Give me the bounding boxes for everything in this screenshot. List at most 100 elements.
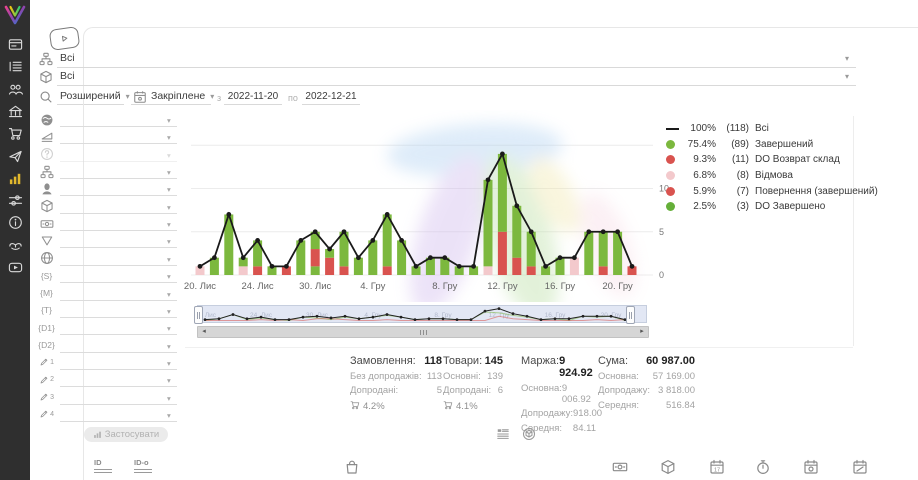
minimap-right-handle[interactable]	[626, 306, 635, 324]
filter-input-17[interactable]	[60, 420, 177, 422]
filter-input-8[interactable]	[60, 264, 177, 266]
minimap-left-handle[interactable]	[194, 306, 203, 324]
table-view-button[interactable]	[496, 427, 511, 442]
chevron-down-icon[interactable]: ▾	[167, 168, 171, 178]
scroll-right-arrow-icon[interactable]: ▸	[640, 328, 644, 335]
chevron-down-icon[interactable]: ▾	[167, 289, 171, 299]
chevron-down-icon[interactable]: ▾	[167, 133, 171, 143]
filter-input-10[interactable]	[60, 299, 177, 301]
products-view-button[interactable]	[522, 427, 537, 442]
filter-input-13[interactable]	[60, 351, 177, 353]
line-point	[456, 263, 462, 269]
legend-count: (11)	[731, 154, 749, 166]
bag-icon[interactable]	[344, 459, 361, 476]
chevron-down-icon[interactable]: ▾	[845, 54, 850, 63]
chevron-down-icon[interactable]: ▾	[167, 324, 171, 334]
filter-input-9[interactable]	[60, 282, 177, 284]
cube-icon[interactable]	[660, 459, 677, 476]
calendar-pencil-icon[interactable]	[852, 459, 869, 476]
calendar-17-icon[interactable]: 17	[709, 459, 726, 476]
chevron-down-icon[interactable]: ▾	[167, 220, 171, 230]
apply-filters-button[interactable]: Застосувати	[84, 427, 168, 442]
chevron-down-icon[interactable]: ▾	[167, 116, 171, 125]
chevron-down-icon[interactable]: ▾	[167, 202, 171, 212]
legend-item[interactable]: 5.9% (7) Повернення (завершений)	[666, 183, 878, 199]
chevron-down-icon[interactable]: ▾	[167, 376, 171, 386]
sidebar-item-company[interactable]	[0, 104, 30, 124]
bar-segment-green	[613, 231, 623, 275]
bar-segment-green	[512, 205, 522, 258]
chevron-down-icon[interactable]: ▾	[167, 237, 171, 247]
date-to-underline	[302, 104, 360, 105]
ramp-icon	[39, 129, 54, 144]
column-header-id-o[interactable]: ID-o	[134, 458, 158, 473]
stat-sub-label: Без допродажів:	[350, 370, 422, 382]
app-logo-icon[interactable]	[3, 3, 27, 27]
chevron-down-icon[interactable]: ▾	[167, 306, 171, 316]
stopwatch-icon[interactable]	[755, 459, 772, 476]
sidebar-item-orders-list[interactable]	[0, 59, 30, 79]
chevron-down-icon[interactable]: ▾	[167, 254, 171, 264]
sidebar-item-customers[interactable]	[0, 82, 30, 102]
filter-input-14[interactable]	[60, 368, 177, 370]
chevron-down-icon[interactable]: ▾	[167, 410, 171, 420]
date-from-input[interactable]: 2022-11-20	[227, 91, 279, 102]
line-point	[572, 255, 577, 261]
bar-segment-green	[238, 257, 248, 267]
chevron-down-icon[interactable]: ▾	[845, 72, 850, 81]
filter-input-4[interactable]	[60, 195, 177, 197]
filter-input-6[interactable]	[60, 230, 177, 232]
legend-item[interactable]: 2.5% (3) DO Завершено	[666, 199, 878, 215]
filter-input-15[interactable]	[60, 386, 177, 388]
stat-title-row: Замовлення: 118	[350, 355, 442, 367]
legend-item[interactable]: 100% (118) Всі	[666, 121, 878, 137]
filter-select-0[interactable]: Всі	[60, 52, 75, 64]
sidebar-item-sales[interactable]	[0, 126, 30, 146]
chevron-down-icon[interactable]: ▾	[167, 185, 171, 195]
filter-input-3[interactable]	[60, 178, 177, 180]
filter-input-7[interactable]	[60, 247, 177, 249]
chevron-down-icon[interactable]: ▾	[167, 272, 171, 282]
filter-input-0[interactable]	[60, 126, 177, 127]
chevron-down-icon[interactable]: ▾	[167, 393, 171, 403]
filter-input-5[interactable]	[60, 212, 177, 214]
legend-item[interactable]: 75.4% (89) Завершений	[666, 137, 878, 153]
sidebar-item-video-tutorials[interactable]	[0, 260, 30, 280]
chevron-down-icon[interactable]: ▾	[167, 358, 171, 368]
column-header-id[interactable]: ID	[94, 458, 118, 473]
chevron-down-icon[interactable]: ▾	[167, 341, 171, 351]
stat-column: Замовлення: 118 Без допродажів: 113 Допродан…	[350, 355, 442, 413]
stat-sub-label: Допродажу:	[521, 408, 574, 419]
minimap-tick-label: 16. Гру	[545, 312, 567, 319]
sliders-icon	[8, 193, 23, 213]
scroll-left-arrow-icon[interactable]: ◂	[202, 328, 206, 335]
banknote-icon[interactable]	[612, 459, 629, 476]
filter-input-16[interactable]	[60, 403, 177, 405]
sidebar-item-campaigns[interactable]	[0, 149, 30, 169]
date-to-input[interactable]: 2022-12-21	[305, 91, 357, 102]
sidebar-item-info[interactable]	[0, 215, 30, 235]
sidebar-item-dashboard[interactable]	[0, 37, 30, 57]
calendar-coin-icon[interactable]	[803, 459, 820, 476]
legend-item[interactable]: 9.3% (11) DO Возврат склад	[666, 152, 878, 168]
filter-input-11[interactable]	[60, 316, 177, 318]
video-help-button[interactable]	[48, 26, 81, 51]
chart-scrollbar[interactable]: ◂ ▸	[197, 326, 649, 338]
period-select[interactable]: Закріплене ▾	[151, 90, 215, 102]
legend-item[interactable]: 6.8% (8) Відмова	[666, 168, 878, 184]
sidebar-item-partners[interactable]	[0, 238, 30, 258]
filter-input-12[interactable]	[60, 334, 177, 336]
bar-segment-green	[339, 231, 349, 267]
search-mode-select[interactable]: Розширений ▾	[60, 90, 130, 102]
x-tick-label: 20. Лис	[184, 281, 216, 292]
filter-input-1[interactable]	[60, 143, 177, 145]
line-point	[485, 177, 491, 183]
chevron-down-icon[interactable]: ▾	[167, 150, 171, 160]
scrollbar-grip[interactable]	[210, 329, 636, 335]
filter-select-1[interactable]: Всі	[60, 70, 75, 82]
upsell-rate: 4.2%	[350, 400, 442, 413]
sidebar-item-settings[interactable]	[0, 193, 30, 213]
sidebar-item-analytics[interactable]	[0, 171, 30, 191]
filter-input-2[interactable]	[60, 160, 177, 162]
